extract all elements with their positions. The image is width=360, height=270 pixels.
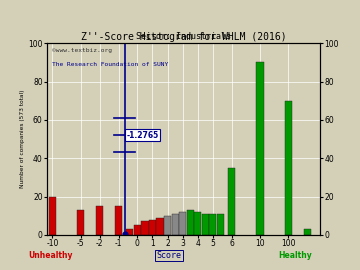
Bar xyxy=(141,221,149,235)
Text: Score: Score xyxy=(157,251,182,260)
Text: Sector: Industrials: Sector: Industrials xyxy=(136,32,231,41)
Bar xyxy=(256,62,264,235)
Text: -1.2765: -1.2765 xyxy=(126,131,158,140)
Title: Z''-Score Histogram for WHLM (2016): Z''-Score Histogram for WHLM (2016) xyxy=(81,32,287,42)
Text: Healthy: Healthy xyxy=(278,251,312,260)
Bar xyxy=(285,101,292,235)
Text: Unhealthy: Unhealthy xyxy=(28,251,73,260)
Bar xyxy=(217,214,224,235)
Bar xyxy=(171,214,179,235)
Text: ©www.textbiz.org: ©www.textbiz.org xyxy=(52,48,112,53)
Bar xyxy=(194,212,201,235)
Bar xyxy=(202,214,209,235)
Bar xyxy=(179,212,186,235)
Bar xyxy=(134,225,141,235)
Bar xyxy=(209,214,216,235)
Bar xyxy=(115,206,122,235)
Bar xyxy=(149,220,156,235)
Bar xyxy=(126,229,134,235)
Bar xyxy=(303,229,311,235)
Bar xyxy=(186,210,194,235)
Bar xyxy=(96,206,103,235)
Text: The Research Foundation of SUNY: The Research Foundation of SUNY xyxy=(52,62,168,68)
Bar xyxy=(228,168,235,235)
Bar xyxy=(77,210,84,235)
Bar xyxy=(49,197,56,235)
Bar xyxy=(157,218,163,235)
Bar xyxy=(164,216,171,235)
Y-axis label: Number of companies (573 total): Number of companies (573 total) xyxy=(21,90,25,188)
